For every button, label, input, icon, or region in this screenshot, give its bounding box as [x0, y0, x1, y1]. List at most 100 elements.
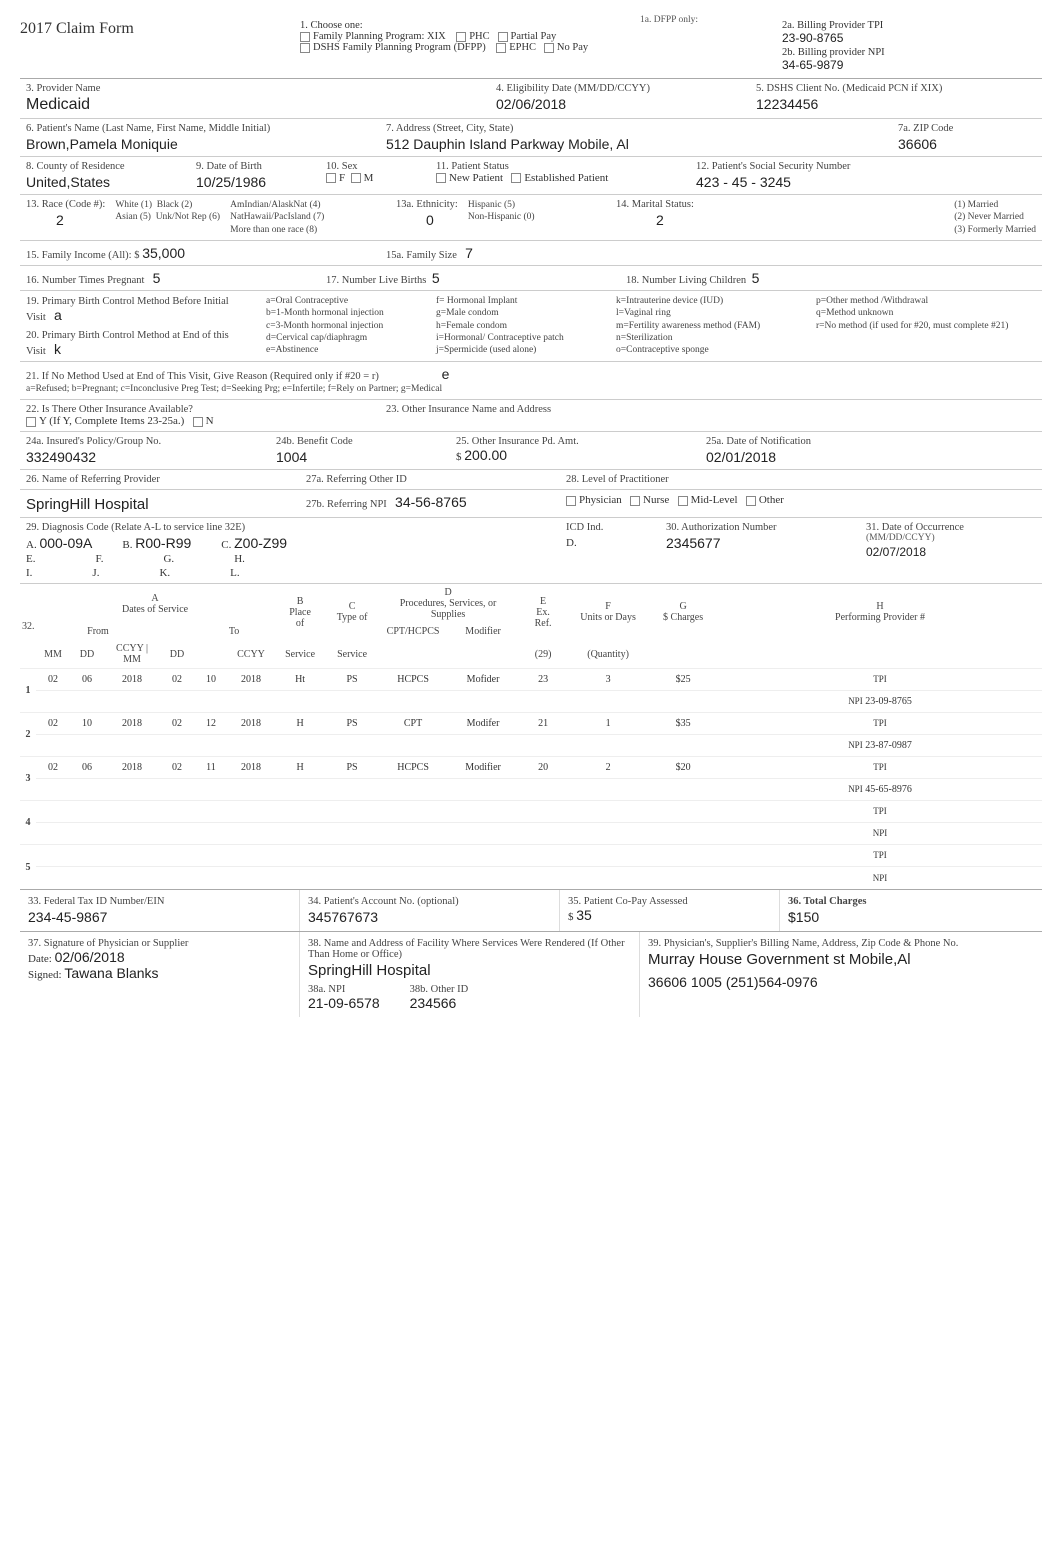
f10-label: 10. Sex [326, 161, 424, 172]
f38-value: SpringHill Hospital [308, 962, 631, 979]
ins-y: Y (If Y, Complete Items 23-25a.) [39, 415, 184, 427]
checkbox-est-patient[interactable] [511, 173, 521, 183]
f37-label: 37. Signature of Physician or Supplier [28, 938, 291, 949]
f27a-label: 27a. Referring Other ID [306, 474, 554, 485]
checkbox-phc[interactable] [456, 32, 466, 42]
f5-label: 5. DSHS Client No. (Medicaid PCN if XIX) [756, 83, 1036, 94]
f26-label: 26. Name of Referring Provider [26, 474, 294, 485]
f34-value: 345767673 [308, 909, 551, 925]
checkbox-xix[interactable] [300, 32, 310, 42]
bc-d: d=Cervical cap/diaphragm [266, 333, 367, 343]
bc-n: n=Sterilization [616, 333, 673, 343]
f24a-label: 24a. Insured's Policy/Group No. [26, 436, 264, 447]
f25-label: 25. Other Insurance Pd. Amt. [456, 436, 694, 447]
f23-label: 23. Other Insurance Name and Address [386, 404, 1036, 415]
race-nh: NatHawaii/PacIsland (7) [230, 212, 324, 222]
table-row: 10206201802102018HtPSHCPCSMofider233$25T… [20, 669, 1042, 691]
bc-k: k=Intrauterine device (IUD) [616, 296, 723, 306]
f30-value: 2345677 [666, 535, 854, 551]
sex-f: F [339, 172, 345, 184]
bc-h: h=Female condom [436, 321, 507, 331]
f15-label: 15. Family Income (All): $ [26, 250, 139, 261]
table-row: 30206201802112018HPSHCPCSModifier202$20T… [20, 757, 1042, 779]
diag-c: Z00-Z99 [234, 535, 287, 551]
bc-c: c=3-Month hormonal injection [266, 321, 383, 331]
lvl-mid: Mid-Level [691, 494, 738, 506]
f15-value: 35,000 [142, 245, 185, 261]
checkbox-ins-y[interactable] [26, 417, 36, 427]
f12-label: 12. Patient's Social Security Number [696, 161, 1036, 172]
f25-prefix: $ [456, 451, 462, 463]
f25-value: 200.00 [464, 447, 507, 463]
f14-value: 2 [656, 212, 694, 228]
checkbox-mid[interactable] [678, 496, 688, 506]
phc-label: PHC [469, 31, 489, 42]
f6-value: Brown,Pamela Moniquie [26, 136, 374, 152]
table-row-npi: NPI [20, 867, 1042, 889]
billing-tpi: 23-90-8765 [782, 31, 843, 45]
sex-m: M [364, 172, 374, 184]
table-row: 4TPI [20, 801, 1042, 823]
race-black: Black (2) [157, 200, 193, 210]
f24a-value: 332490432 [26, 449, 264, 465]
f37-date: 02/06/2018 [55, 949, 125, 965]
choose-one-label: 1. Choose one: [300, 20, 782, 31]
f11-label: 11. Patient Status [436, 161, 684, 172]
checkbox-sex-m[interactable] [351, 173, 361, 183]
checkbox-sex-f[interactable] [326, 173, 336, 183]
f31-value: 02/07/2018 [866, 545, 1036, 559]
f24b-value: 1004 [276, 449, 444, 465]
col-from: From [36, 623, 160, 640]
bc-o: o=Contraceptive sponge [616, 345, 709, 355]
f16-label: 16. Number Times Pregnant [26, 275, 144, 286]
f5-value: 12234456 [756, 96, 1036, 112]
f13a-label: 13a. Ethnicity: [396, 199, 458, 210]
bc-q: q=Method unknown [816, 308, 893, 318]
diag-a: 000-09A [39, 535, 92, 551]
checkbox-nopay[interactable] [544, 43, 554, 53]
checkbox-phys[interactable] [566, 496, 576, 506]
ms-1: (1) Married [954, 200, 998, 210]
f38b-value: 234566 [410, 995, 457, 1011]
f21-value: e [442, 366, 450, 382]
f22-label: 22. Is There Other Insurance Available? [26, 404, 374, 415]
f31-sublabel: (MM/DD/CCYY) [866, 533, 1036, 543]
checkbox-dfpp[interactable] [300, 43, 310, 53]
checkbox-ephc[interactable] [496, 43, 506, 53]
race-mt: More than one race (8) [230, 225, 317, 235]
f9-value: 10/25/1986 [196, 174, 314, 190]
f7-label: 7. Address (Street, City, State) [386, 123, 886, 134]
program-xix: Family Planning Program: XIX [313, 31, 446, 42]
checkbox-other[interactable] [746, 496, 756, 506]
icd-label: ICD Ind. [566, 522, 654, 533]
race-unk: Unk/Not Rep (6) [156, 212, 220, 222]
f17-label: 17. Number Live Births [326, 275, 426, 286]
checkbox-new-patient[interactable] [436, 173, 446, 183]
new-patient: New Patient [449, 172, 503, 184]
ms-2: (2) Never Married [954, 212, 1024, 222]
table-row: 5TPI [20, 845, 1042, 867]
checkbox-ins-n[interactable] [193, 417, 203, 427]
f37-signed-label: Signed: [28, 969, 62, 981]
f33-value: 234-45-9867 [28, 909, 291, 925]
f25a-value: 02/01/2018 [706, 449, 1036, 465]
f9-label: 9. Date of Birth [196, 161, 262, 172]
bc-r: r=No method (if used for #20, must compl… [816, 321, 1008, 331]
table-row-npi: NPI 23-87-0987 [20, 735, 1042, 757]
bc-j: j=Spermicide (used alone) [436, 345, 536, 355]
f28-label: 28. Level of Practitioner [566, 474, 1036, 485]
table-row-npi: NPI 23-09-8765 [20, 691, 1042, 713]
f21-legend: a=Refused; b=Pregnant; c=Inconclusive Pr… [26, 384, 442, 394]
f7-value: 512 Dauphin Island Parkway Mobile, Al [386, 136, 886, 152]
f8-value: United,States [26, 174, 184, 190]
col-cpt: CPT/HCPCS [378, 623, 448, 640]
checkbox-partial[interactable] [498, 32, 508, 42]
checkbox-nurse[interactable] [630, 496, 640, 506]
f15a-value: 7 [465, 245, 473, 261]
f37-signed: Tawana Blanks [64, 965, 158, 981]
f39-label: 39. Physician's, Supplier's Billing Name… [648, 938, 1034, 949]
col-to: To [194, 623, 274, 640]
partial-pay: Partial Pay [511, 31, 557, 42]
billing-npi-label: 2b. Billing provider NPI [782, 47, 885, 58]
f4-value: 02/06/2018 [496, 96, 744, 112]
